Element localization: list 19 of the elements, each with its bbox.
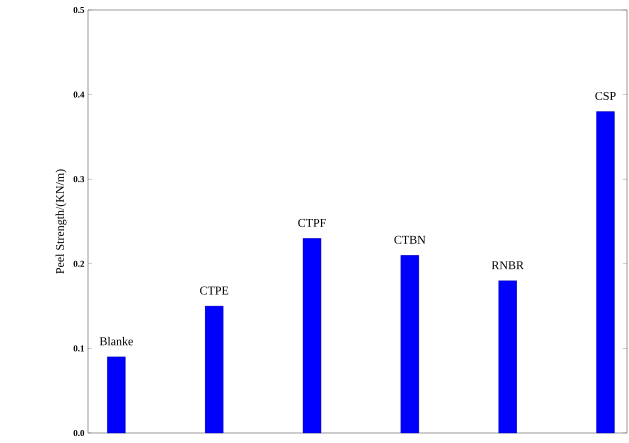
y-tick-label: 0.4: [74, 92, 84, 98]
y-tick-label: 0.3: [74, 176, 84, 182]
bar: [400, 255, 420, 434]
x-tick-label: Blanke: [100, 336, 133, 346]
bar: [107, 356, 126, 434]
y-axis-title: Peel Strength/(KN/m): [56, 169, 66, 274]
x-tick-label: CTPE: [200, 286, 228, 295]
bar: [498, 280, 517, 434]
x-tick-label: CTPF: [298, 218, 326, 227]
y-tick-label: 0.2: [74, 260, 84, 267]
x-tick-label: CTBN: [394, 236, 426, 244]
x-tick-label: CSP: [595, 92, 616, 100]
y-tick-label: 0.5: [74, 6, 84, 14]
bar: [302, 238, 322, 434]
bar: [204, 306, 224, 434]
x-tick-label: RNBR: [492, 261, 524, 270]
y-tick-label: 0.0: [74, 430, 84, 436]
y-tick-label: 0.1: [74, 345, 84, 352]
bar: [596, 111, 615, 434]
